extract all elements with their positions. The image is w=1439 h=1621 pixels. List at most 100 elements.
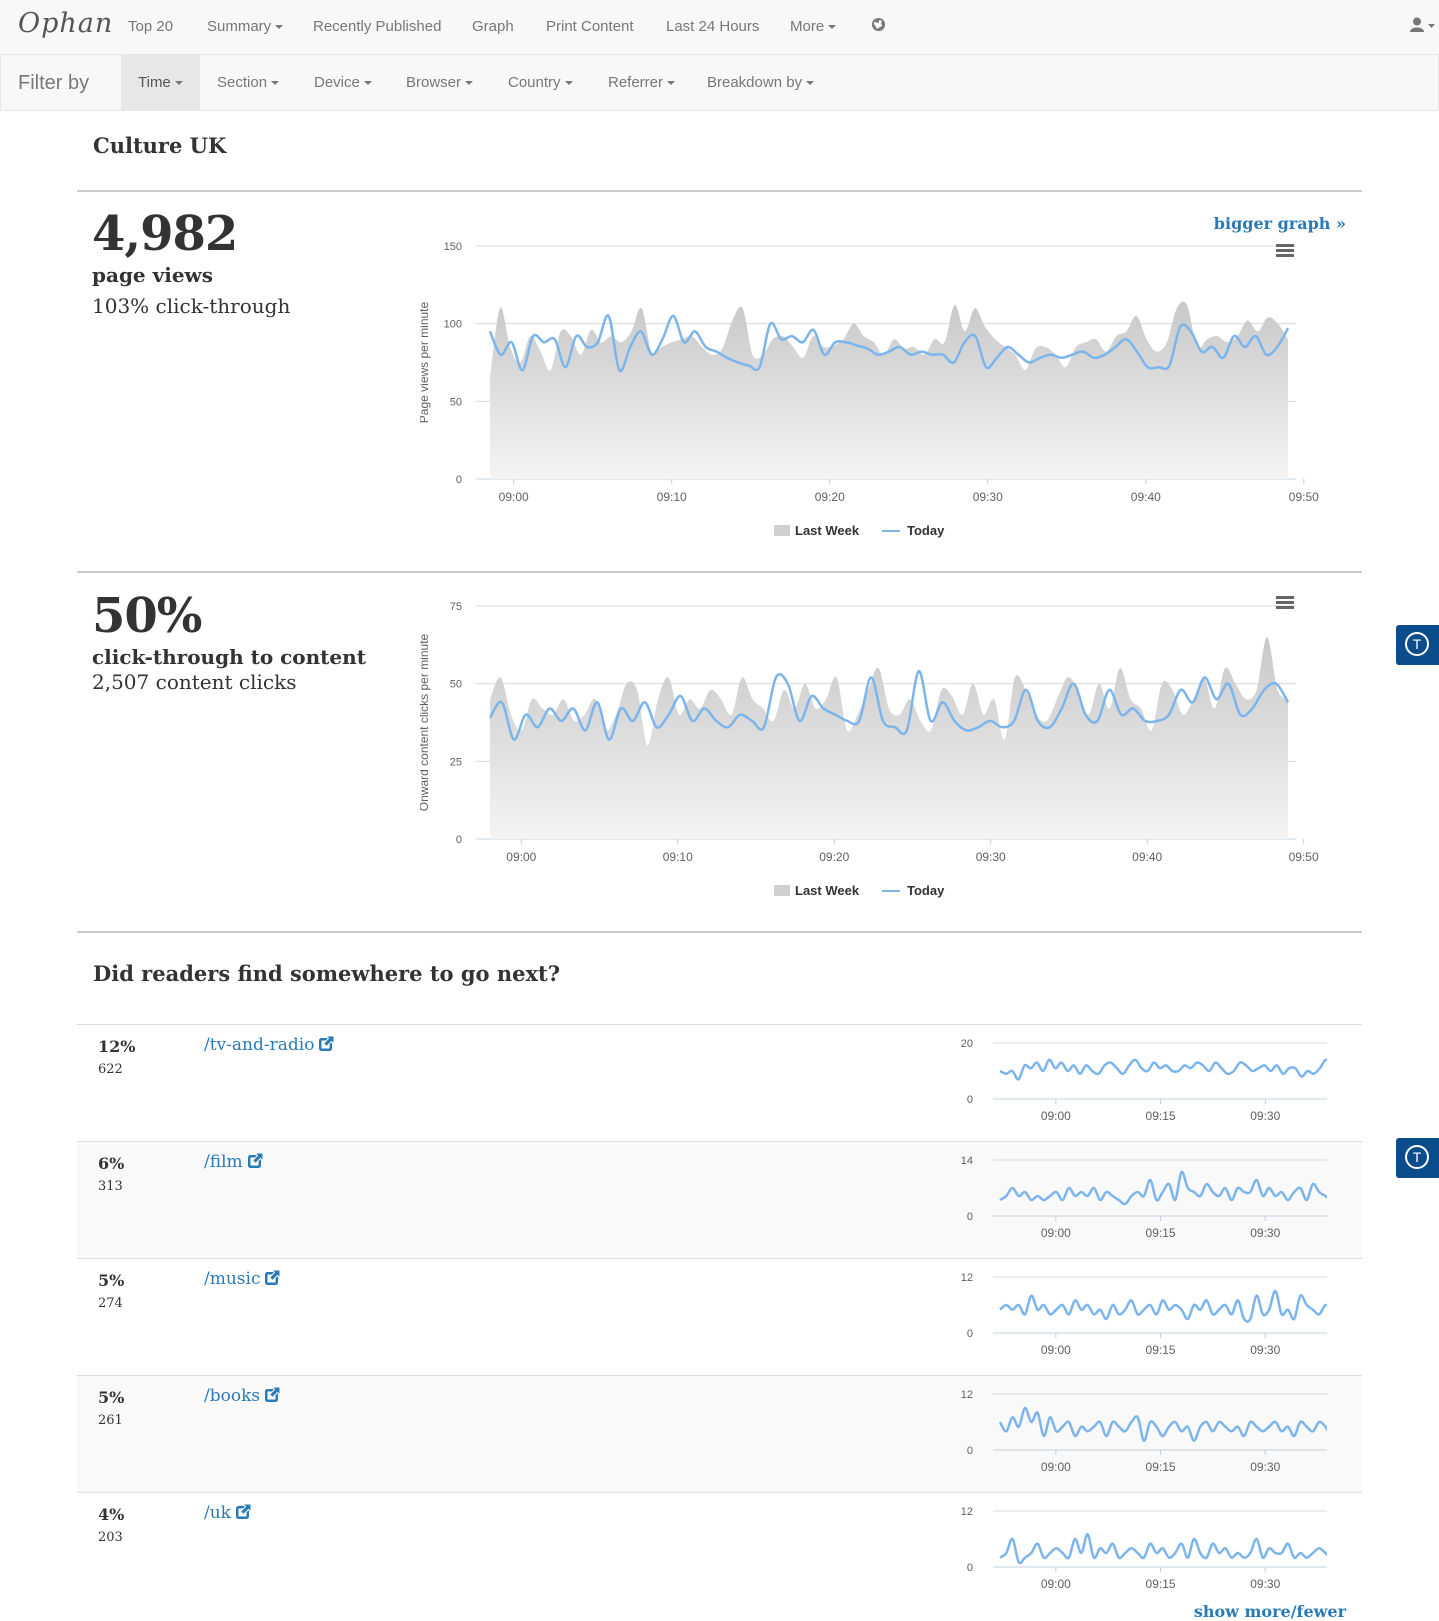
referral-count: 313 xyxy=(98,1179,123,1194)
filter-bar: Filter by Time Section Device Browser Co… xyxy=(0,55,1439,111)
external-link-icon[interactable] xyxy=(264,1269,281,1286)
external-link-icon[interactable] xyxy=(264,1386,281,1403)
x-tick-label: 09:40 xyxy=(1131,490,1161,504)
last-week-area xyxy=(490,301,1288,479)
sparkline xyxy=(998,1406,1327,1442)
referral-percent: 6% xyxy=(98,1154,125,1173)
y-tick-label: 20 xyxy=(961,1038,973,1050)
x-tick-label: 09:30 xyxy=(1250,1460,1280,1474)
x-tick-label: 09:20 xyxy=(819,850,849,864)
referral-count: 203 xyxy=(98,1530,123,1545)
y-tick-label: 0 xyxy=(967,1211,973,1223)
external-link-icon[interactable] xyxy=(247,1152,264,1169)
y-tick-label: 14 xyxy=(961,1155,973,1167)
x-tick-label: 09:00 xyxy=(1041,1109,1071,1123)
clickthrough-value: 50% xyxy=(92,588,202,644)
side-feedback-tab[interactable]: T xyxy=(1396,1138,1439,1178)
x-tick-label: 09:00 xyxy=(506,850,536,864)
y-tick-label: 0 xyxy=(967,1562,973,1574)
user-icon[interactable] xyxy=(1410,17,1436,33)
referral-percent: 4% xyxy=(98,1505,125,1524)
side-feedback-tab[interactable]: T xyxy=(1396,625,1439,665)
nav-print-content[interactable]: Print Content xyxy=(546,18,634,35)
t-icon: T xyxy=(1405,1145,1429,1169)
chevron-down-icon xyxy=(564,81,573,86)
next-section-title: Did readers find somewhere to go next? xyxy=(93,961,561,986)
x-tick-label: 09:30 xyxy=(1250,1343,1280,1357)
referral-link[interactable]: /tv-and-radio xyxy=(204,1035,335,1055)
filter-breakdown[interactable]: Breakdown by xyxy=(690,55,831,110)
filter-referrer[interactable]: Referrer xyxy=(591,55,692,110)
sparkline xyxy=(999,1533,1327,1565)
external-link-icon[interactable] xyxy=(318,1035,335,1052)
today-line xyxy=(488,669,1290,741)
nav-graph[interactable]: Graph xyxy=(472,18,514,35)
referral-percent: 5% xyxy=(98,1271,125,1290)
divider xyxy=(77,571,1362,573)
chevron-down-icon xyxy=(174,81,183,86)
x-tick-label: 09:10 xyxy=(657,490,687,504)
external-link-icon[interactable] xyxy=(235,1503,252,1520)
x-tick-label: 09:40 xyxy=(1132,850,1162,864)
top-navbar: Ophan Top 20 Summary Recently Published … xyxy=(0,0,1439,55)
referral-link[interactable]: /music xyxy=(204,1269,281,1289)
filter-device[interactable]: Device xyxy=(297,55,389,110)
brand-logo[interactable]: Ophan xyxy=(18,8,114,39)
chevron-down-icon xyxy=(806,81,815,86)
divider xyxy=(77,931,1362,933)
globe-icon[interactable] xyxy=(871,17,886,32)
nav-last-24-hours[interactable]: Last 24 Hours xyxy=(666,18,760,35)
menu-icon xyxy=(1276,596,1294,609)
y-tick-label: 0 xyxy=(456,474,462,486)
x-tick-label: 09:00 xyxy=(1041,1460,1071,1474)
nav-recently-published[interactable]: Recently Published xyxy=(313,18,442,35)
bigger-graph-link[interactable]: bigger graph » xyxy=(1213,214,1346,233)
y-tick-label: 12 xyxy=(961,1389,973,1401)
y-tick-label: 0 xyxy=(967,1094,973,1106)
legend-last-week: Last Week xyxy=(795,523,860,538)
chevron-down-icon xyxy=(271,81,280,86)
referral-percent: 12% xyxy=(98,1037,136,1056)
nav-more[interactable]: More xyxy=(790,18,837,35)
filter-time[interactable]: Time xyxy=(121,55,200,110)
y-tick-label: 12 xyxy=(961,1272,973,1284)
nav-top20[interactable]: Top 20 xyxy=(128,18,174,35)
legend-swatch-last-week xyxy=(774,885,790,896)
y-tick-label: 25 xyxy=(450,756,462,768)
referral-count: 622 xyxy=(98,1062,123,1077)
sparkline xyxy=(999,1058,1327,1081)
x-tick-label: 09:15 xyxy=(1146,1343,1176,1357)
referral-count: 274 xyxy=(98,1296,123,1311)
referral-count: 261 xyxy=(98,1413,123,1428)
pageviews-label: page views xyxy=(92,263,214,287)
referral-link[interactable]: /film xyxy=(204,1152,264,1172)
nav-summary[interactable]: Summary xyxy=(207,18,284,35)
y-tick-label: 50 xyxy=(450,679,462,691)
clickthrough-label: click-through to content xyxy=(92,645,366,669)
filter-browser[interactable]: Browser xyxy=(389,55,490,110)
show-more-link[interactable]: show more/fewer xyxy=(1193,1602,1346,1621)
referral-link[interactable]: /books xyxy=(204,1386,281,1406)
x-tick-label: 09:00 xyxy=(1041,1343,1071,1357)
chevron-down-icon xyxy=(275,25,284,30)
x-tick-label: 09:15 xyxy=(1146,1226,1176,1240)
x-tick-label: 09:15 xyxy=(1146,1577,1176,1591)
pageviews-clickthrough: 103% click-through xyxy=(92,294,291,318)
last-week-area xyxy=(490,637,1288,839)
filter-section[interactable]: Section xyxy=(200,55,296,110)
x-tick-label: 09:10 xyxy=(663,850,693,864)
x-tick-label: 09:00 xyxy=(499,490,529,504)
chevron-down-icon xyxy=(828,25,837,30)
y-tick-label: 75 xyxy=(450,601,462,613)
y-axis-label: Page views per minute xyxy=(420,301,431,423)
filter-country[interactable]: Country xyxy=(491,55,590,110)
x-tick-label: 09:00 xyxy=(1041,1226,1071,1240)
referral-link[interactable]: /uk xyxy=(204,1503,252,1523)
today-line xyxy=(488,314,1290,373)
